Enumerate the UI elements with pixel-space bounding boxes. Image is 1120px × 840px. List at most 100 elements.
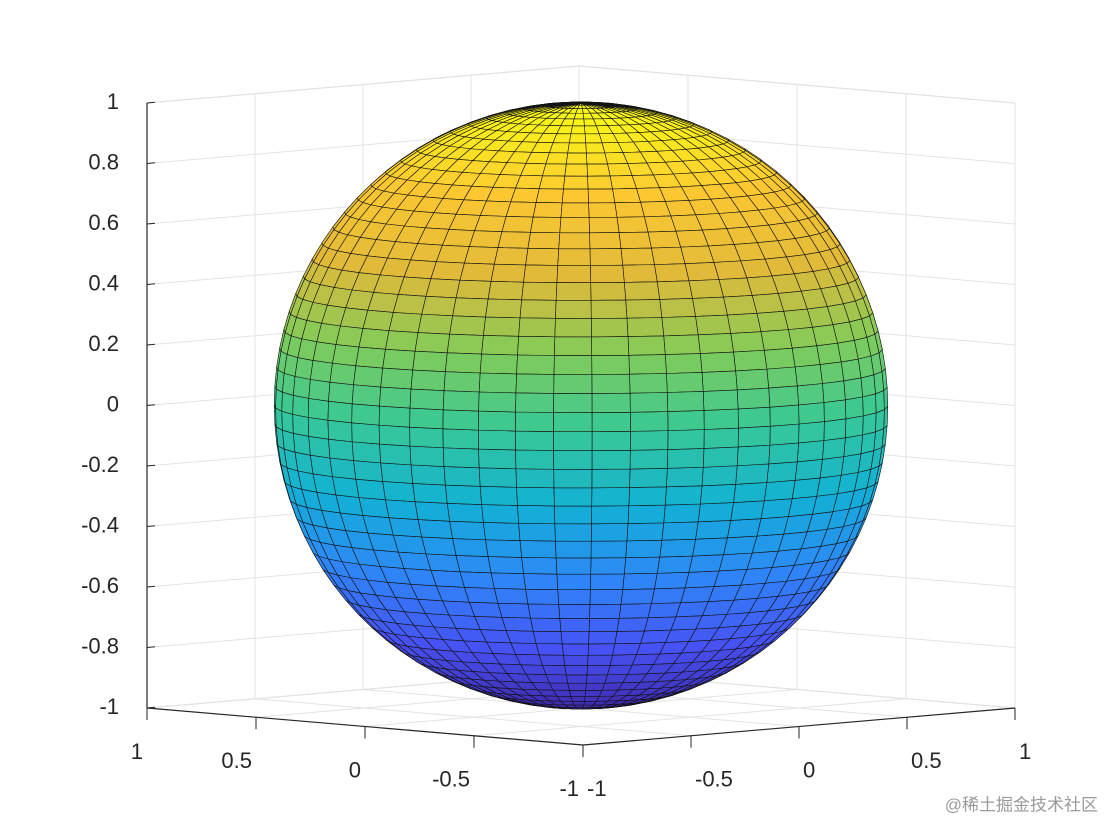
surface-facet — [515, 468, 555, 489]
surface-facet — [661, 521, 699, 541]
surface-facet — [644, 616, 677, 632]
surface-facet — [362, 309, 394, 331]
surface-facet — [735, 368, 770, 391]
surface-facet — [845, 396, 864, 420]
surface-facet — [586, 665, 611, 676]
surface-facet — [737, 425, 771, 448]
surface-facet — [515, 430, 554, 451]
surface-facet — [590, 317, 629, 338]
surface-facet — [553, 355, 593, 375]
axes-layer: -1 -0.8 -0.6 -0.4 -0.2 0 0.2 0.4 0.6 0.8 1 -1 -0.5 0 0… — [81, 89, 1031, 801]
x-tick-label: -1 — [559, 776, 579, 801]
surface-facet — [561, 643, 589, 656]
x-tick-label: 0.5 — [221, 748, 252, 773]
surface-facet — [730, 500, 765, 521]
surface-facet — [570, 696, 586, 702]
surface-facet — [505, 630, 537, 644]
surface-facet — [351, 422, 380, 445]
surface-facet — [545, 152, 569, 165]
surface-facet — [769, 404, 800, 427]
surface-facet — [591, 354, 630, 375]
surface-facet — [478, 448, 517, 470]
surface-facet — [656, 555, 693, 574]
surface-facet — [840, 453, 862, 476]
surface-facet — [629, 449, 669, 470]
surface-facet — [385, 499, 419, 520]
surface-facet — [563, 654, 589, 666]
surface-facet — [735, 463, 770, 485]
surface-facet — [556, 265, 591, 283]
surface-facet — [442, 409, 479, 431]
surface-facet — [628, 486, 667, 507]
surface-facet — [327, 419, 353, 443]
surface-facet — [410, 464, 446, 486]
surface-facet — [527, 603, 561, 619]
surface-facet — [516, 486, 555, 507]
surface-facet — [523, 264, 559, 283]
surface-facet — [490, 263, 526, 283]
surface-facet — [618, 231, 652, 249]
surface-facet — [417, 313, 453, 335]
surface-facet — [584, 695, 600, 702]
surface-facet — [663, 503, 701, 524]
surface-facet — [555, 282, 592, 301]
surface-facet — [517, 505, 556, 525]
z-tick — [146, 343, 156, 346]
surface-facet — [751, 293, 784, 314]
surface-facet — [485, 298, 522, 319]
surface-facet — [494, 247, 529, 266]
surface-facet — [713, 260, 748, 280]
surface-facet — [329, 362, 357, 386]
surface-facet — [823, 418, 847, 441]
surface-facet — [559, 618, 590, 632]
surface-facet — [766, 461, 798, 483]
surface-facet — [555, 557, 592, 575]
surface-facet — [538, 654, 566, 666]
surface-facet — [554, 523, 592, 542]
z-tick — [146, 464, 156, 467]
surface-facet — [563, 175, 589, 190]
x-tick-label: -0.5 — [432, 767, 470, 792]
y-tick-label: 0 — [803, 757, 815, 782]
z-tick-label: 0.2 — [88, 331, 119, 356]
surface-facet — [292, 414, 310, 437]
z-tick — [146, 162, 156, 164]
surface-facet — [501, 616, 534, 632]
surface-facet — [425, 553, 461, 572]
surface-facet — [791, 477, 821, 499]
surface-facet — [588, 216, 620, 234]
surface-facet — [542, 163, 567, 177]
surface-facet — [525, 248, 560, 266]
surface-facet — [736, 444, 771, 467]
surface-facet — [875, 409, 885, 433]
surface-facet — [308, 379, 331, 402]
surface-facet — [585, 142, 606, 154]
z-tick — [146, 283, 156, 285]
surface-facet — [558, 232, 591, 250]
surface-facet — [688, 554, 724, 573]
surface-facet — [609, 175, 637, 190]
surface-facet — [588, 617, 620, 632]
z-tick — [146, 585, 156, 588]
surface-facet — [275, 388, 283, 412]
surface-facet — [564, 665, 588, 676]
surface-facet — [590, 523, 629, 542]
surface-facet — [664, 485, 703, 506]
surface-facet — [763, 480, 796, 502]
surface-facet — [756, 311, 789, 332]
surface-facet — [791, 345, 821, 368]
surface-facet — [783, 308, 813, 330]
surface-facet — [521, 557, 558, 575]
surface-facet — [351, 384, 382, 407]
surface-facet — [455, 555, 492, 574]
surface-facet — [573, 704, 585, 708]
grid-line — [146, 65, 580, 104]
surface-facet — [449, 315, 486, 336]
surface-facet — [410, 369, 446, 392]
surface-facet — [412, 350, 448, 373]
surface-facet — [620, 588, 655, 605]
surface-facet — [464, 586, 499, 604]
surface-facet — [378, 405, 411, 428]
surface-facet — [538, 175, 566, 190]
